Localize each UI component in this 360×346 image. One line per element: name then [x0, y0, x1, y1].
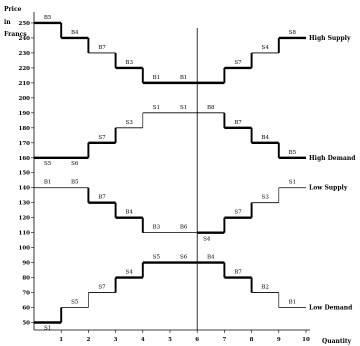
- series-6: B4 B7 B2 B1 Low Demand: [197, 255, 353, 312]
- step-label: S6: [180, 255, 188, 261]
- y-tick-label: 170: [19, 141, 31, 147]
- series-5: B1 B5 B7 B4 B3 B6: [34, 180, 198, 234]
- y-tick-label: 110: [19, 231, 31, 237]
- step-label: B5: [71, 180, 79, 186]
- y-tick-label: 220: [19, 66, 31, 72]
- step-label: S3: [262, 195, 270, 201]
- x-tick-label: 4: [141, 337, 145, 343]
- y-tick-label: 50: [22, 321, 30, 327]
- step-label: B7: [98, 45, 106, 51]
- step-label: B6: [180, 225, 188, 231]
- y-tick-label: 70: [22, 291, 30, 297]
- x-tick-label: 10: [302, 337, 310, 343]
- y-tick-label: 130: [19, 201, 31, 207]
- y-tick-label: 80: [22, 276, 30, 282]
- step-label: B1: [180, 75, 188, 81]
- step-label: B2: [261, 285, 269, 291]
- step-label: B1: [289, 300, 297, 306]
- x-tick-label: 8: [250, 337, 254, 343]
- y-tick-label: 190: [19, 111, 31, 117]
- x-tick-label: 9: [277, 337, 281, 343]
- series-7: S1 S5 S7 S4 S5 S6: [34, 255, 198, 332]
- step-label: S1: [180, 105, 187, 111]
- y-axis-title-line-1: Price: [4, 6, 22, 13]
- y-tick-label: 60: [22, 306, 30, 312]
- step-label: S5: [71, 300, 79, 306]
- step-label: S1: [44, 326, 51, 332]
- step-label: S3: [126, 120, 134, 126]
- step-label: S7: [98, 285, 106, 291]
- x-axis-title: Quantity: [322, 338, 352, 345]
- step-label: B7: [234, 120, 242, 126]
- y-tick-label: 180: [19, 126, 31, 132]
- step-label: B7: [98, 195, 106, 201]
- x-tick-label: 3: [114, 337, 118, 343]
- series-0: S7 S4 S8 High Supply: [197, 30, 351, 85]
- y-tick-label: 90: [22, 261, 30, 267]
- step-label: B7: [234, 270, 242, 276]
- y-tick-label: 210: [19, 81, 31, 87]
- step-label: S4: [203, 237, 211, 243]
- series-3: S5 S6 S7 S3 S1 S1: [34, 105, 198, 167]
- series-name-label: Low Supply: [309, 185, 348, 192]
- series-2: B8 B7 B4 B5 High Demand: [197, 105, 356, 162]
- step-label: S5: [44, 161, 52, 167]
- series-4: S4 S7 S3 S1 Low Supply: [197, 180, 348, 243]
- x-tick-label: 5: [168, 337, 172, 343]
- y-tick-label: 120: [19, 216, 31, 222]
- y-tick-label: 140: [19, 186, 31, 192]
- y-tick-label: 250: [19, 21, 31, 27]
- step-label: B1: [44, 180, 52, 186]
- y-tick-label: 240: [19, 36, 31, 42]
- step-label: B4: [71, 30, 79, 36]
- y-tick-label: 100: [19, 246, 31, 252]
- step-label: S1: [289, 180, 296, 186]
- y-axis-title-line-2: in: [4, 19, 11, 26]
- step-label: S4: [126, 270, 134, 276]
- step-label: S4: [262, 45, 270, 51]
- step-label: S7: [234, 210, 242, 216]
- y-tick-label: 160: [19, 156, 31, 162]
- step-label: B8: [207, 105, 215, 111]
- step-label: B4: [261, 135, 269, 141]
- step-label: S7: [98, 135, 106, 141]
- step-label: B5: [289, 150, 297, 156]
- series-1: B5 B4 B7 B3 B1 B1: [34, 15, 198, 85]
- y-axis-title-line-3: Francs: [4, 31, 27, 38]
- step-label: B4: [125, 210, 133, 216]
- y-tick-label: 230: [19, 51, 31, 57]
- step-label: B4: [207, 255, 215, 261]
- step-label: S1: [153, 105, 160, 111]
- step-label: S8: [289, 30, 297, 36]
- step-label: S7: [234, 60, 242, 66]
- step-label: B5: [44, 15, 52, 21]
- step-label: B1: [153, 75, 161, 81]
- x-tick-label: 7: [222, 337, 226, 343]
- step-label: B3: [125, 60, 133, 66]
- y-tick-label: 150: [19, 171, 31, 177]
- series-name-label: High Supply: [309, 35, 351, 42]
- step-label: S6: [71, 161, 79, 167]
- series-name-label: High Demand: [309, 155, 356, 162]
- x-tick-label: 6: [195, 337, 199, 343]
- y-tick-label: 200: [19, 96, 31, 102]
- step-label: S5: [153, 255, 161, 261]
- x-tick-label: 2: [86, 337, 90, 343]
- step-label: B3: [153, 225, 161, 231]
- series-name-label: Low Demand: [309, 305, 353, 312]
- x-tick-label: 1: [59, 337, 63, 343]
